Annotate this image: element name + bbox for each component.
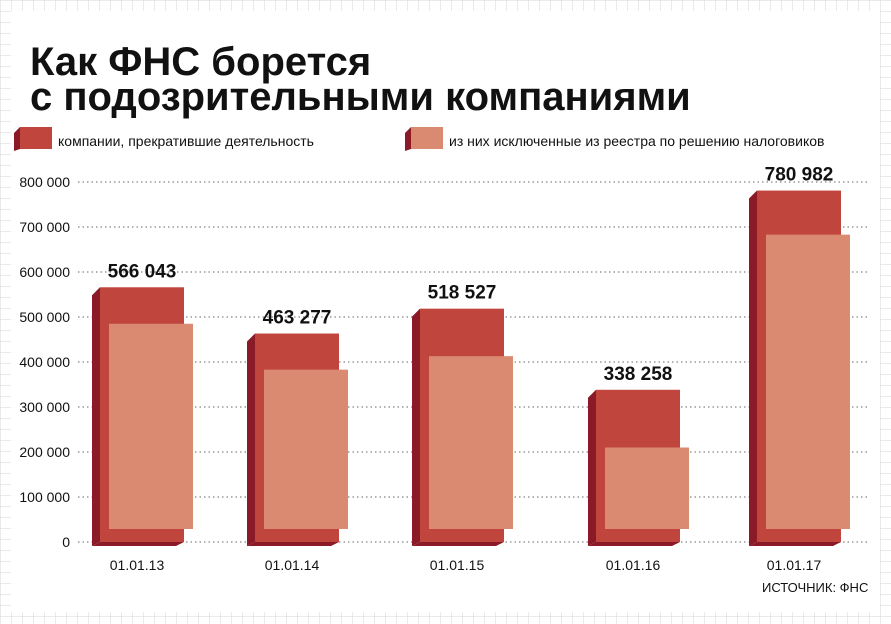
y-tick-label: 500 000 — [19, 309, 70, 325]
legend-swatch — [20, 127, 52, 149]
y-tick-label: 0 — [62, 534, 70, 550]
bar-excluded — [605, 447, 689, 529]
source-note: ИСТОЧНИК: ФНС — [762, 580, 868, 595]
x-tick-label: 01.01.13 — [110, 557, 165, 573]
data-label: 463 277 — [263, 308, 332, 329]
bar-excluded — [109, 323, 193, 529]
bar-side — [247, 333, 255, 546]
bars: 566 043 463 277 518 527 338 258 780 982 — [92, 165, 850, 546]
x-tick-label: 01.01.17 — [767, 557, 822, 573]
y-tick-label: 300 000 — [19, 399, 70, 415]
bar-base — [588, 542, 680, 546]
bar-excluded — [429, 356, 513, 529]
legend-swatch-shadow — [405, 127, 411, 151]
y-tick-label: 700 000 — [19, 219, 70, 235]
bar-excluded — [264, 369, 348, 529]
x-tick-label: 01.01.14 — [265, 557, 320, 573]
data-label: 780 982 — [765, 165, 834, 186]
y-tick-label: 400 000 — [19, 354, 70, 370]
x-axis: 01.01.13 01.01.14 01.01.15 01.01.16 01.01.17 — [110, 557, 822, 573]
chart-title-line-2: с подозрительными компаниями — [30, 75, 691, 119]
bar-side — [749, 190, 757, 546]
y-tick-label: 200 000 — [19, 444, 70, 460]
bar-side — [588, 389, 596, 546]
data-label: 338 258 — [604, 364, 673, 385]
legend: компании, прекратившие деятельность из ни… — [14, 127, 824, 151]
bar-side — [412, 308, 420, 546]
bar-excluded — [766, 234, 850, 529]
bar-base — [247, 542, 339, 546]
x-tick-label: 01.01.15 — [430, 557, 485, 573]
legend-swatch — [411, 127, 443, 149]
legend-swatch-shadow — [14, 127, 20, 151]
x-tick-label: 01.01.16 — [606, 557, 661, 573]
y-tick-label: 800 000 — [19, 174, 70, 190]
gridlines — [78, 181, 868, 543]
legend-label: компании, прекратившие деятельность — [58, 133, 314, 149]
bar-base — [92, 542, 184, 546]
y-tick-label: 600 000 — [19, 264, 70, 280]
data-label: 518 527 — [428, 283, 497, 304]
bar-side — [92, 287, 100, 546]
bar-base — [749, 542, 841, 546]
bar-base — [412, 542, 504, 546]
data-label: 566 043 — [108, 261, 177, 282]
y-tick-label: 100 000 — [19, 489, 70, 505]
y-axis: 0 100 000 200 000 300 000 400 000 500 000 600 … — [19, 174, 70, 550]
chart-title-line-1: Как ФНС борется — [30, 40, 371, 84]
legend-label: из них исключенные из реестра по решению… — [449, 133, 824, 149]
